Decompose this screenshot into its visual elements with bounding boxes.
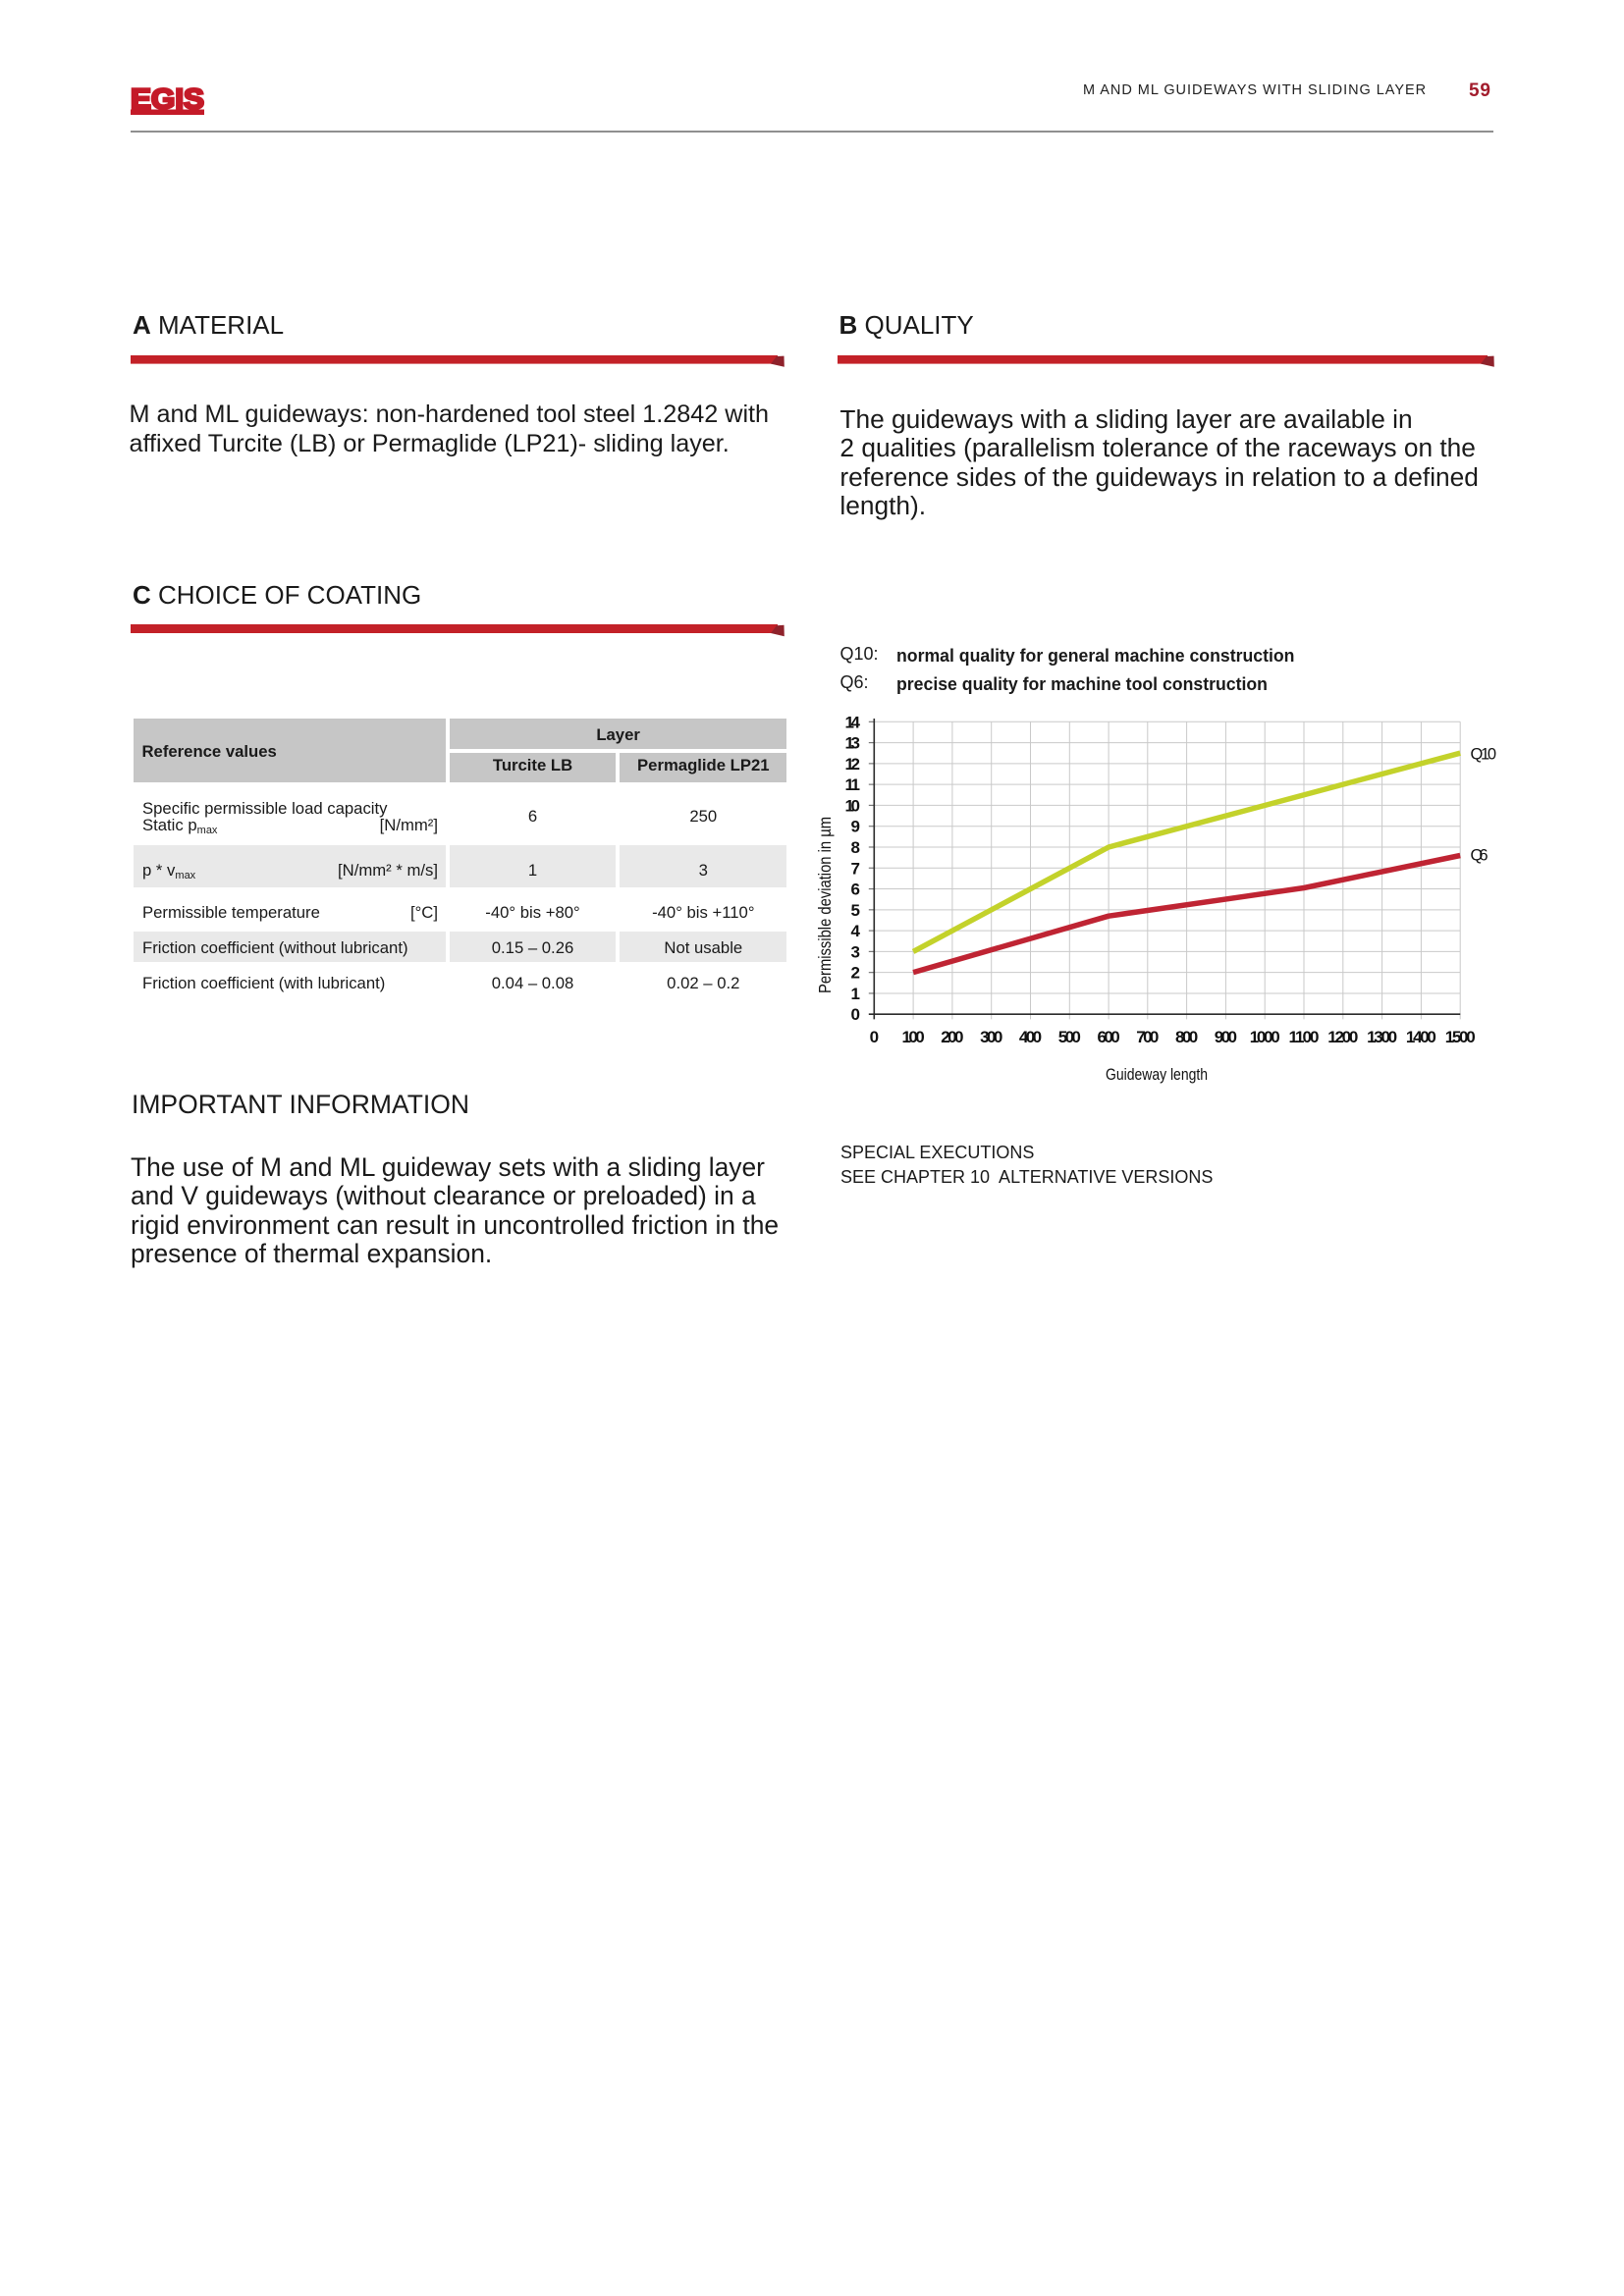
svg-text:5: 5 xyxy=(851,901,860,920)
svg-text:10: 10 xyxy=(845,796,861,815)
svg-text:8: 8 xyxy=(851,838,860,857)
svg-text:900: 900 xyxy=(1215,1028,1237,1046)
svg-text:800: 800 xyxy=(1175,1028,1198,1046)
svg-text:600: 600 xyxy=(1098,1028,1120,1046)
svg-text:7: 7 xyxy=(851,859,860,878)
svg-text:700: 700 xyxy=(1136,1028,1159,1046)
svg-text:1000: 1000 xyxy=(1250,1028,1280,1046)
svg-text:6: 6 xyxy=(851,881,860,899)
svg-text:Q6: Q6 xyxy=(1471,847,1489,865)
svg-text:Permissible deviation in µm: Permissible deviation in µm xyxy=(815,817,835,993)
svg-text:11: 11 xyxy=(845,775,861,794)
svg-text:12: 12 xyxy=(845,755,861,774)
svg-text:2: 2 xyxy=(851,964,860,983)
svg-text:1100: 1100 xyxy=(1289,1028,1320,1046)
svg-text:200: 200 xyxy=(941,1028,963,1046)
svg-text:1: 1 xyxy=(851,985,860,1003)
svg-text:0: 0 xyxy=(851,1005,860,1024)
svg-text:1200: 1200 xyxy=(1327,1028,1358,1046)
svg-text:4: 4 xyxy=(851,922,861,940)
svg-text:Q10: Q10 xyxy=(1471,746,1497,764)
svg-text:13: 13 xyxy=(845,734,861,753)
svg-text:Guideway length: Guideway length xyxy=(1106,1065,1208,1084)
svg-text:1300: 1300 xyxy=(1367,1028,1397,1046)
svg-text:1500: 1500 xyxy=(1445,1028,1476,1046)
svg-text:1400: 1400 xyxy=(1406,1028,1436,1046)
svg-text:14: 14 xyxy=(845,713,861,731)
svg-text:0: 0 xyxy=(870,1028,879,1046)
svg-text:9: 9 xyxy=(851,818,860,836)
svg-text:300: 300 xyxy=(980,1028,1002,1046)
svg-text:400: 400 xyxy=(1019,1028,1042,1046)
svg-text:3: 3 xyxy=(851,942,860,961)
svg-text:500: 500 xyxy=(1058,1028,1081,1046)
svg-text:100: 100 xyxy=(902,1028,925,1046)
